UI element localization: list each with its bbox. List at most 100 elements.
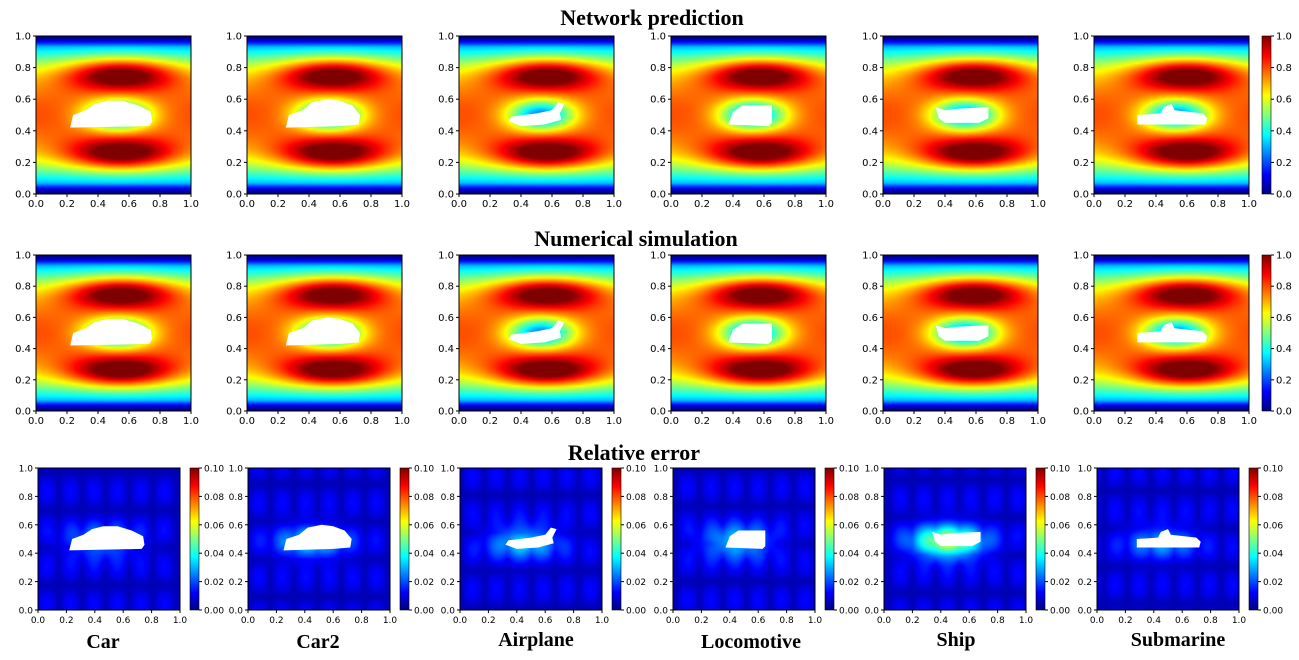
- panel-locomotive-ytick-label: 0.8: [650, 63, 666, 74]
- panel-submarine-ytick-label: 0.2: [1073, 158, 1089, 169]
- panel-locomotive-xtick-label: 1.0: [818, 416, 834, 427]
- panel-airplane-xtick-label: 0.2: [481, 616, 495, 626]
- panel-ship-xtick-label: 1.0: [1030, 199, 1046, 210]
- panel-car-ytick-label: 0.6: [19, 521, 34, 531]
- panel-car-ytick-label: 0.4: [15, 126, 31, 137]
- panel-frame: [1093, 35, 1250, 195]
- panel-locomotive-xtick-label: 0.8: [787, 199, 803, 210]
- panel-locomotive-ytick-label: 0.0: [650, 190, 666, 201]
- panel-car-xtick-label: 1.0: [183, 416, 199, 427]
- panel-locomotive-xtick-label: 0.2: [694, 199, 710, 210]
- panel-submarine-xtick-label: 0.8: [1210, 416, 1226, 427]
- car2-obstacle: [285, 99, 361, 128]
- panel-airplane-ytick-label: 0.0: [438, 190, 454, 201]
- panel-car2-xtick-label: 0.6: [326, 616, 341, 626]
- panel-car2-ytick-label: 0.4: [226, 126, 242, 137]
- panel-airplane-ytick-label: 0.6: [441, 521, 456, 531]
- panel-ship-xtick-label: 0.6: [968, 416, 984, 427]
- panel-car2-xtick-label: 0.4: [298, 616, 313, 626]
- panel-locomotive-ytick-label: 0.8: [650, 282, 666, 293]
- panel-locomotive-ytick-label: 0.4: [654, 550, 669, 560]
- panel-ship-xtick-label: 0.6: [968, 199, 984, 210]
- panel-ship-ytick-label: 0.6: [862, 95, 878, 106]
- panel-car2-xtick-label: 0.6: [332, 199, 348, 210]
- panel-frame: [458, 35, 615, 195]
- panel-car2-xtick-label: 0.8: [363, 199, 379, 210]
- locomotive-obstacle: [728, 105, 772, 127]
- panel-ship-xtick-label: 0.0: [875, 199, 891, 210]
- panel-submarine-ytick-label: 0.0: [1073, 407, 1089, 418]
- panel-airplane-ytick-label: 1.0: [438, 32, 454, 43]
- panel-ship-xtick-label: 0.0: [877, 616, 892, 626]
- panel-car2-ytick-label: 0.2: [229, 578, 243, 588]
- panel-locomotive-xtick-label: 0.0: [663, 416, 679, 427]
- panel-car2-xtick-label: 0.4: [301, 199, 317, 210]
- panel-ship-xtick-label: 0.0: [875, 416, 891, 427]
- colorbar-error-locomotive-tick-label: 0.02: [839, 578, 859, 588]
- panel-airplane-ytick-label: 0.8: [438, 63, 454, 74]
- colorbar-error-car-tick-label: 0.04: [204, 550, 224, 560]
- colorbar-prediction-tick-label: 0.2: [1276, 158, 1292, 169]
- panel-submarine-ytick-label: 1.0: [1073, 251, 1089, 262]
- submarine-obstacle: [1137, 103, 1208, 125]
- panel-car-ytick-label: 0.0: [19, 607, 34, 617]
- colorbar-error-car-tick-label: 0.00: [204, 607, 224, 617]
- panel-locomotive-xtick-label: 0.8: [779, 616, 794, 626]
- panel-airplane-xtick-label: 1.0: [595, 616, 610, 626]
- panel-ship-ytick-label: 0.4: [865, 550, 880, 560]
- panel-locomotive-xtick-label: 0.4: [723, 616, 738, 626]
- colorbar-simulation-tick-label: 0.6: [1276, 313, 1292, 324]
- colorbar-error-ship-tick-label: 0.02: [1050, 578, 1070, 588]
- colorbar-prediction-tick-label: 0.6: [1276, 95, 1292, 106]
- panel-frame: [246, 35, 403, 195]
- panel-car-xtick-label: 0.0: [28, 199, 44, 210]
- column-label-airplane: Airplane: [498, 629, 574, 651]
- panel-frame: [246, 254, 403, 412]
- panel-car-ytick-label: 1.0: [15, 251, 31, 262]
- panel-airplane-ytick-label: 0.2: [441, 578, 455, 588]
- panel-car-ytick-label: 0.2: [15, 375, 31, 386]
- panel-car2-xtick-label: 0.4: [301, 416, 317, 427]
- panel-submarine-xtick-label: 0.2: [1117, 199, 1133, 210]
- panel-airplane-xtick-label: 0.4: [510, 616, 525, 626]
- colorbar-error-car-tick-label: 0.02: [204, 578, 224, 588]
- panel-car-xtick-label: 1.0: [173, 616, 188, 626]
- panel-locomotive-ytick-label: 0.0: [654, 607, 669, 617]
- panel-car-xtick-label: 0.0: [28, 416, 44, 427]
- colorbar-error-airplane-tick-label: 0.02: [626, 578, 646, 588]
- panel-ship-ytick-label: 0.0: [862, 190, 878, 201]
- row-title-error: Relative error: [568, 440, 700, 465]
- panel-submarine-xtick-label: 0.6: [1179, 199, 1195, 210]
- panel-submarine-xtick-label: 0.0: [1090, 616, 1105, 626]
- panel-airplane-ytick-label: 0.0: [441, 607, 456, 617]
- panel-frame: [670, 35, 827, 195]
- panel-ship-ytick-label: 0.2: [862, 158, 878, 169]
- panel-car2-ytick-label: 0.4: [229, 550, 244, 560]
- panel-submarine-xtick-label: 0.0: [1086, 199, 1102, 210]
- panel-submarine-xtick-label: 0.4: [1147, 616, 1162, 626]
- panel-airplane-xtick-label: 0.6: [538, 616, 553, 626]
- colorbar-simulation: [1261, 254, 1272, 412]
- colorbar-error-car2-tick-label: 0.06: [414, 521, 434, 531]
- panel-frame: [459, 467, 603, 611]
- panel-submarine-xtick-label: 1.0: [1232, 616, 1247, 626]
- panel-car-xtick-label: 0.6: [121, 416, 137, 427]
- colorbar-error-airplane-tick-label: 0.06: [626, 521, 646, 531]
- colorbar-prediction: [1261, 35, 1272, 195]
- colorbar-error-car2: [399, 467, 410, 611]
- panel-airplane-ytick-label: 0.2: [438, 158, 454, 169]
- panel-airplane-ytick-label: 0.6: [438, 313, 454, 324]
- panel-locomotive-xtick-label: 0.6: [756, 199, 772, 210]
- panel-submarine-xtick-label: 1.0: [1241, 199, 1257, 210]
- colorbar-error-submarine-tick-label: 0.04: [1263, 550, 1283, 560]
- panel-locomotive-ytick-label: 0.0: [650, 407, 666, 418]
- panel-car2-ytick-label: 0.8: [229, 493, 244, 503]
- panel-airplane-xtick-label: 0.8: [575, 199, 591, 210]
- colorbar-simulation-tick-label: 0.4: [1276, 344, 1292, 355]
- colorbar-error-locomotive-tick-label: 0.04: [839, 550, 859, 560]
- panel-locomotive-ytick-label: 1.0: [650, 32, 666, 43]
- colorbar-prediction-tick-label: 0.4: [1276, 126, 1292, 137]
- panel-car2-xtick-label: 0.2: [269, 616, 283, 626]
- panel-car2-ytick-label: 0.6: [226, 95, 242, 106]
- panel-locomotive-ytick-label: 1.0: [650, 251, 666, 262]
